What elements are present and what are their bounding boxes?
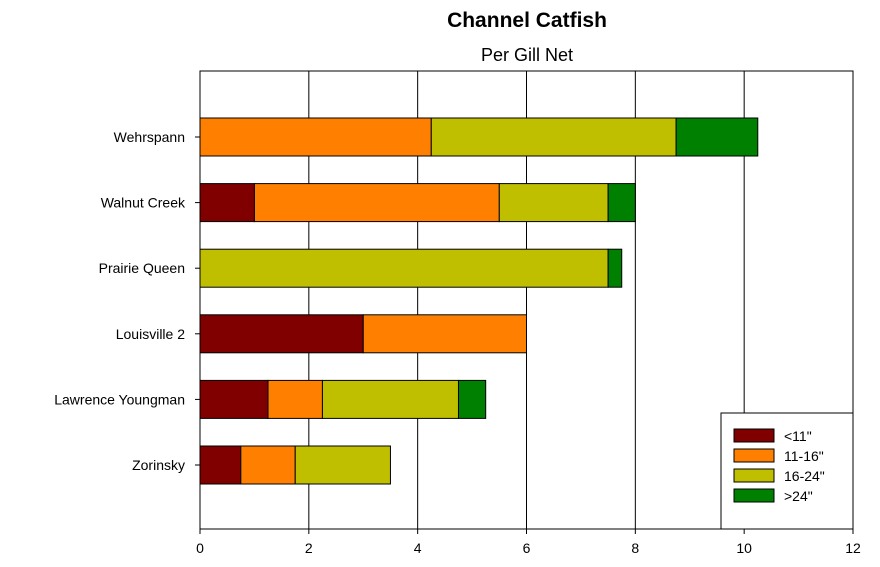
legend-label: <11" bbox=[784, 428, 812, 444]
x-tick-label: 10 bbox=[736, 540, 752, 556]
x-tick-label: 2 bbox=[305, 540, 313, 556]
bar-segment bbox=[457, 379, 487, 419]
bar-segment bbox=[199, 117, 432, 157]
x-tick-label: 6 bbox=[523, 540, 531, 556]
legend-label: >24" bbox=[784, 488, 813, 504]
category-label: Walnut Creek bbox=[101, 195, 186, 211]
bar-segment bbox=[498, 183, 609, 223]
x-tick-label: 0 bbox=[196, 540, 204, 556]
bar-segment bbox=[294, 445, 391, 485]
bar-segment bbox=[199, 314, 364, 354]
category-label: Zorinsky bbox=[132, 457, 185, 473]
bars bbox=[199, 117, 759, 485]
x-axis-ticks: 0 2 4 6 8 10 12 bbox=[196, 529, 861, 556]
bar-segment bbox=[199, 445, 242, 485]
legend-label: 16-24" bbox=[784, 468, 825, 484]
bar-segment bbox=[675, 117, 759, 157]
bar-segment bbox=[199, 248, 609, 288]
category-label: Louisville 2 bbox=[116, 326, 185, 342]
legend-swatch bbox=[733, 488, 775, 503]
bar-segment bbox=[430, 117, 677, 157]
bar-segment bbox=[607, 183, 636, 223]
legend-swatch bbox=[733, 428, 775, 443]
legend-label: 11-16" bbox=[784, 448, 824, 464]
bar-segment bbox=[362, 314, 527, 354]
bar-segment bbox=[267, 379, 323, 419]
category-label: Lawrence Youngman bbox=[54, 391, 185, 407]
bar-segment bbox=[321, 379, 459, 419]
x-tick-label: 12 bbox=[845, 540, 861, 556]
legend: <11" 11-16" 16-24" >24" bbox=[720, 412, 854, 530]
bar-segment bbox=[240, 445, 296, 485]
category-label: Prairie Queen bbox=[99, 260, 185, 276]
category-label: Wehrspann bbox=[114, 129, 185, 145]
bar-segment bbox=[253, 183, 500, 223]
x-tick-label: 8 bbox=[631, 540, 639, 556]
bar-segment bbox=[199, 379, 269, 419]
chart-title: Channel Catfish bbox=[447, 9, 607, 32]
legend-swatch bbox=[733, 468, 775, 483]
x-tick-label: 4 bbox=[414, 540, 422, 556]
y-axis-categories: Wehrspann Walnut Creek Prairie Queen Louisv… bbox=[54, 129, 200, 473]
chart-subtitle: Per Gill Net bbox=[481, 45, 573, 65]
bar-segment bbox=[199, 183, 255, 223]
legend-swatch bbox=[733, 448, 775, 463]
bar-segment bbox=[607, 248, 623, 288]
